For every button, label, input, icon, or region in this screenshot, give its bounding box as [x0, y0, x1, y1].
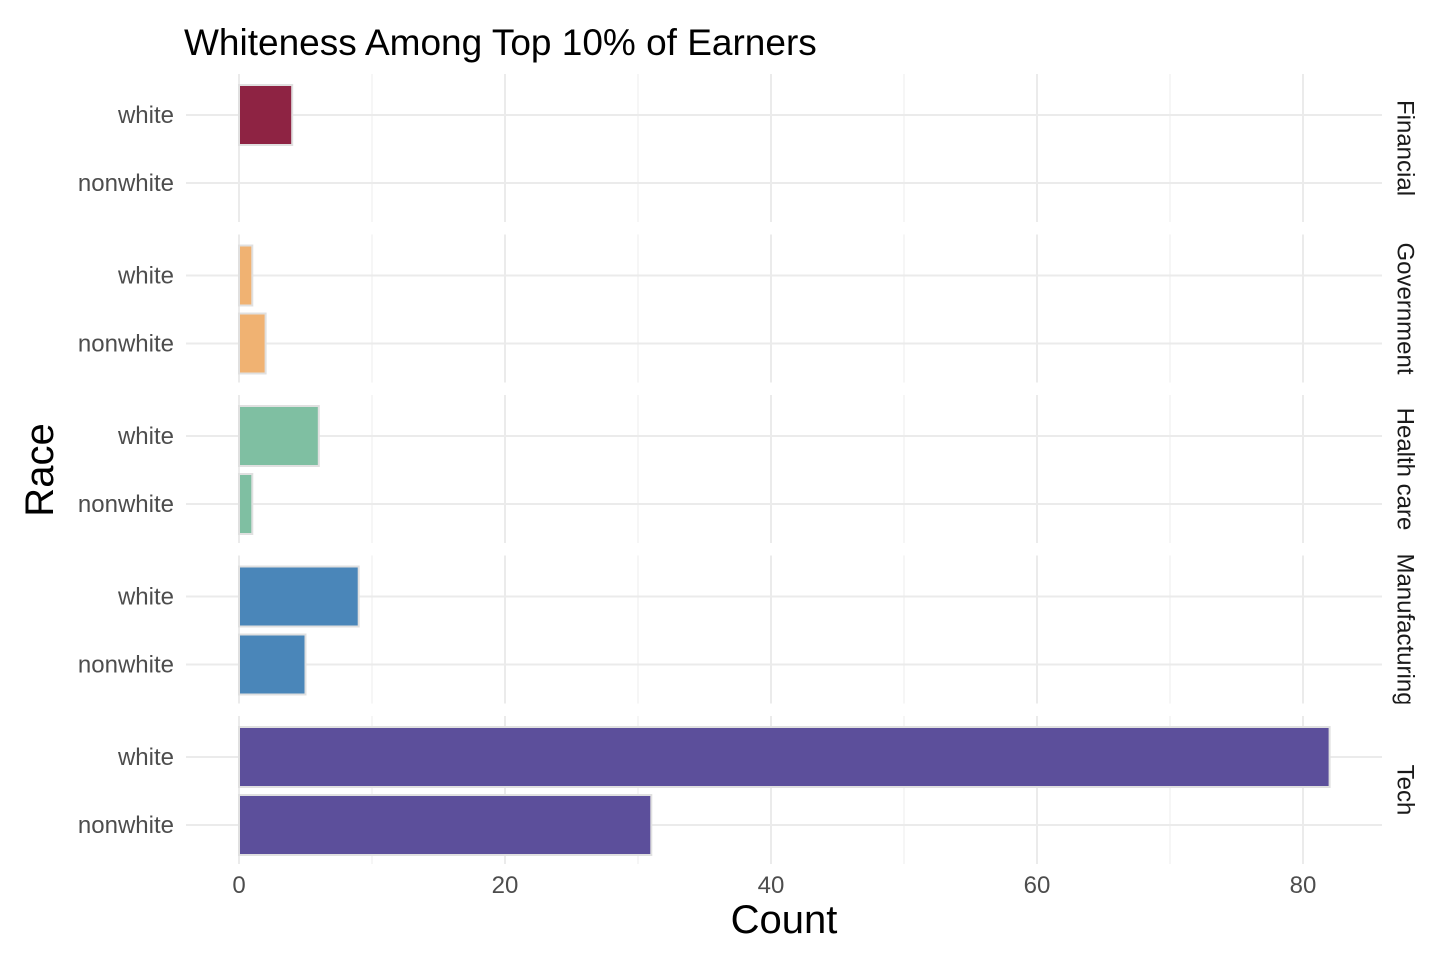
x-tick-label: 80 — [1290, 872, 1317, 899]
facet-strip-financial: Financial — [1392, 100, 1419, 196]
bar-manufacturing-nonwhite — [238, 633, 307, 696]
y-tick-label-white: white — [117, 744, 174, 771]
facet-label-financial: Financial — [1392, 100, 1419, 196]
facet-strip-tech: Tech — [1392, 765, 1419, 816]
bar-government-nonwhite — [238, 312, 267, 375]
x-tick-label: 20 — [492, 872, 519, 899]
labels: white nonwhite Financial white nonwhite Gover… — [78, 100, 1419, 899]
facet-label-tech: Tech — [1392, 765, 1419, 816]
y-tick-label-white: white — [117, 584, 174, 611]
y-tick-label-nonwhite: nonwhite — [78, 812, 174, 839]
y-tick-label-nonwhite: nonwhite — [78, 331, 174, 358]
bar-health-care-white — [238, 405, 320, 467]
chart-title: Whiteness Among Top 10% of Earners — [184, 22, 817, 63]
facet-label-health-care: Health care — [1392, 408, 1419, 531]
facet-label-government: Government — [1392, 242, 1419, 374]
bar-financial-white — [238, 84, 294, 146]
facet-label-manufacturing: Manufacturing — [1392, 553, 1419, 705]
y-tick-label-white: white — [117, 423, 174, 450]
x-axis-title: Count — [731, 898, 838, 942]
facet-strip-health-care: Health care — [1392, 408, 1419, 531]
bar-government-white — [238, 244, 254, 307]
y-tick-label-nonwhite: nonwhite — [78, 170, 174, 197]
bar-health-care-nonwhite — [238, 473, 254, 535]
bars — [238, 84, 1331, 856]
bar-manufacturing-white — [238, 565, 360, 628]
bar-tech-white — [238, 726, 1331, 788]
x-tick-label: 0 — [232, 872, 245, 899]
facet-strip-government: Government — [1392, 242, 1419, 374]
x-tick-label: 40 — [758, 872, 785, 899]
bar-tech-nonwhite — [238, 794, 653, 856]
y-tick-label-nonwhite: nonwhite — [78, 491, 174, 518]
y-axis-title: Race — [18, 423, 62, 516]
y-tick-label-white: white — [117, 263, 174, 290]
y-tick-label-nonwhite: nonwhite — [78, 652, 174, 679]
x-tick-label: 60 — [1024, 872, 1051, 899]
y-tick-label-white: white — [117, 102, 174, 129]
facet-strip-manufacturing: Manufacturing — [1392, 553, 1419, 705]
